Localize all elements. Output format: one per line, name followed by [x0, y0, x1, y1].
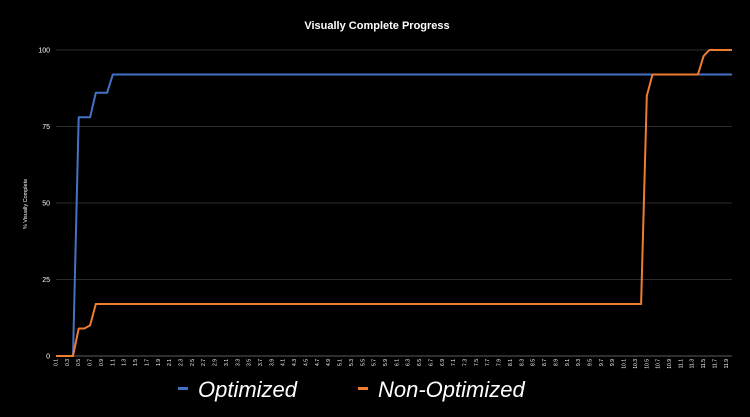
- x-tick-labels: 0.1 0.3 0.5 0.7 0.9 1.1 1.3 1.5 1.7 1.9 2.1 2.3 2.5 2…: [54, 359, 730, 369]
- x-tick-label: 9.7: [599, 359, 605, 366]
- legend: Optimized Non-Optimized: [178, 377, 525, 402]
- x-tick-label: 9.5: [587, 359, 593, 366]
- x-tick-label: 10.9: [667, 359, 673, 369]
- x-tick-label: 0.1: [54, 359, 60, 366]
- x-tick-label: 11.3: [690, 359, 696, 369]
- x-tick-label: 2.3: [178, 359, 184, 366]
- x-tick-label: 10.5: [644, 359, 650, 369]
- x-tick-label: 4.1: [281, 359, 287, 366]
- x-tick-label: 3.1: [224, 359, 230, 366]
- x-tick-label: 7.7: [485, 359, 491, 366]
- x-tick-label: 3.5: [247, 359, 253, 366]
- y-tick-label: 25: [42, 277, 50, 284]
- x-tick-label: 2.7: [201, 359, 207, 366]
- x-tick-label: 4.7: [315, 359, 321, 366]
- series-lines: [56, 49, 732, 357]
- x-tick-label: 6.5: [417, 359, 423, 366]
- x-tick-label: 0.5: [76, 359, 82, 366]
- x-tick-label: 4.9: [326, 359, 332, 366]
- x-tick-label: 0.7: [88, 359, 94, 366]
- x-tick-label: 7.9: [497, 359, 503, 366]
- x-tick-label: 11.5: [701, 359, 707, 369]
- x-tick-label: 7.3: [463, 359, 469, 366]
- x-tick-label: 5.5: [360, 359, 366, 366]
- x-tick-label: 9.1: [565, 359, 571, 366]
- x-tick-label: 11.9: [724, 359, 730, 369]
- x-tick-label: 1.3: [122, 359, 128, 366]
- x-tick-label: 5.3: [349, 359, 355, 366]
- x-tick-label: 7.5: [474, 359, 480, 366]
- x-tick-label: 6.1: [394, 359, 400, 366]
- x-tick-label: 8.5: [531, 359, 537, 366]
- x-tick-label: 11.7: [712, 359, 718, 369]
- x-tick-label: 4.3: [292, 359, 298, 366]
- y-tick-label: 100: [38, 48, 50, 55]
- x-tick-label: 6.9: [440, 359, 446, 366]
- x-tick-label: 8.1: [508, 359, 514, 366]
- chart-title: Visually Complete Progress: [304, 20, 449, 32]
- legend-label: Non-Optimized: [378, 377, 525, 402]
- x-tick-label: 8.7: [542, 359, 548, 366]
- x-tick-label: 0.3: [65, 359, 71, 366]
- x-tick-label: 3.7: [258, 359, 264, 366]
- x-tick-label: 10.1: [622, 359, 628, 369]
- x-tick-label: 10.3: [633, 359, 639, 369]
- series-line-non-optimized: [56, 49, 732, 357]
- x-tick-label: 3.9: [269, 359, 275, 366]
- x-tick-label: 1.5: [133, 359, 139, 366]
- x-tick-label: 2.5: [190, 359, 196, 366]
- x-tick-label: 9.9: [610, 359, 616, 366]
- x-tick-label: 5.9: [383, 359, 389, 366]
- gridlines: [56, 49, 732, 357]
- x-tick-label: 11.1: [678, 359, 684, 369]
- x-tick-label: 5.7: [372, 359, 378, 366]
- x-tick-label: 9.3: [576, 359, 582, 366]
- x-tick-label: 3.3: [235, 359, 241, 366]
- x-tick-label: 5.1: [338, 359, 344, 366]
- legend-label: Optimized: [198, 377, 298, 402]
- legend-swatch: [358, 387, 368, 390]
- y-tick-label: 75: [42, 124, 50, 131]
- x-tick-label: 7.1: [451, 359, 457, 366]
- y-axis-label: % Visually Complete: [23, 179, 29, 229]
- x-tick-label: 1.7: [144, 359, 150, 366]
- legend-swatch: [178, 387, 188, 390]
- x-tick-label: 10.7: [656, 359, 662, 369]
- y-tick-label: 0: [46, 354, 50, 361]
- y-tick-label: 50: [42, 201, 50, 208]
- x-tick-label: 4.5: [303, 359, 309, 366]
- x-tick-label: 1.1: [110, 359, 116, 366]
- series-line-optimized: [56, 73, 732, 357]
- x-tick-label: 8.3: [519, 359, 525, 366]
- x-tick-label: 2.9: [213, 359, 219, 366]
- x-tick-label: 6.7: [428, 359, 434, 366]
- x-tick-label: 0.9: [99, 359, 105, 366]
- y-tick-labels: 0 25 50 75 100: [38, 48, 50, 361]
- x-tick-label: 2.1: [167, 359, 173, 366]
- x-tick-label: 8.9: [553, 359, 559, 366]
- x-tick-label: 1.9: [156, 359, 162, 366]
- x-tick-label: 6.3: [406, 359, 412, 366]
